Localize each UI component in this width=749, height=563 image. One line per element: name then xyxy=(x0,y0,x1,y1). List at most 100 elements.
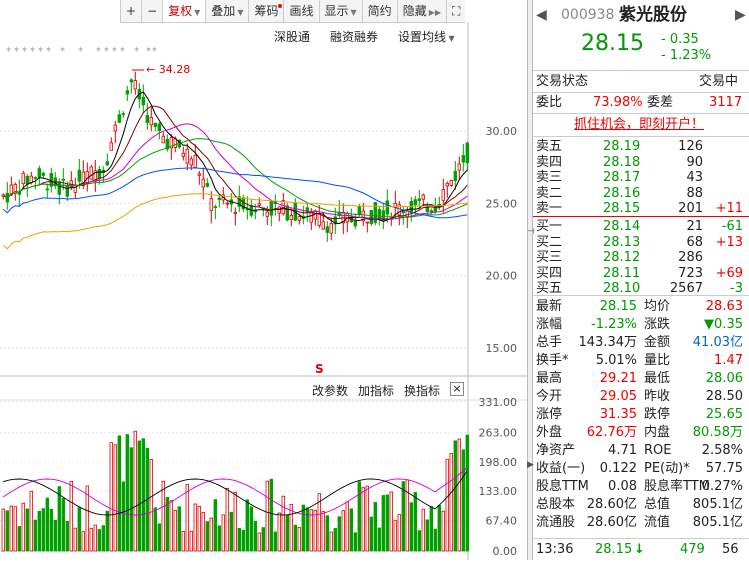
volume-tick-label: 331.00 xyxy=(479,396,518,409)
volume-bar xyxy=(241,529,245,552)
stat-label: 跌停 xyxy=(644,407,671,422)
ask-level[interactable]: 卖一 28.15 201 +11 xyxy=(533,201,745,217)
volume-bar xyxy=(369,516,373,552)
price-block: 28.15 - 0.35 - 1.23% xyxy=(533,32,745,63)
volume-bar xyxy=(25,508,29,552)
draw-line-button[interactable]: 画线 xyxy=(283,0,318,22)
open-account-banner[interactable]: 抓住机会，即刻开户！ xyxy=(533,116,745,134)
candle-body xyxy=(453,170,457,181)
weibi-value: 73.98% xyxy=(593,95,643,110)
ask-level[interactable]: 卖三 28.17 43 xyxy=(533,170,745,186)
level-label: 卖三 xyxy=(536,170,563,185)
volume-bar xyxy=(385,494,389,552)
bid-level[interactable]: 买二 28.13 68 +13 xyxy=(533,235,745,251)
ask-level[interactable]: 卖五 28.19 126 xyxy=(533,139,745,155)
prev-stock-icon[interactable]: ◀ xyxy=(536,7,547,23)
swap-indicator-button[interactable]: 换指标 xyxy=(404,384,441,398)
volume-bar xyxy=(293,524,297,552)
candle-body xyxy=(429,210,433,213)
stat-label: 收益(一) xyxy=(536,461,586,476)
stat-value: 28.15 xyxy=(599,299,637,314)
stat-row: 总手 143.34万 金额 41.03亿 xyxy=(533,334,745,352)
volume-bar xyxy=(449,453,453,552)
stat-value: ▼0.35 xyxy=(704,317,743,332)
tick-row[interactable]: 13:36 28.15 ↓ 479 56 xyxy=(533,541,745,559)
candle-body xyxy=(37,168,41,178)
volume-bar xyxy=(213,499,217,552)
hide-button[interactable]: 隐藏 ▶▶ xyxy=(396,0,446,22)
close-indicator-icon[interactable]: × xyxy=(450,382,464,396)
candle-body xyxy=(161,135,165,144)
expand-arrow-icon[interactable]: ▶ xyxy=(527,460,534,470)
volume-bar xyxy=(81,531,85,552)
volume-tick-label: 0.00 xyxy=(493,545,518,558)
simple-mode-button[interactable]: 简约 xyxy=(361,0,397,22)
ma30-line xyxy=(2,138,468,218)
bid-level[interactable]: 买三 28.12 286 xyxy=(533,250,745,266)
fullscreen-icon: ⛶ xyxy=(452,4,461,18)
stat-value: 0.08 xyxy=(608,479,637,494)
open-account-link[interactable]: 抓住机会，即刻开户！ xyxy=(573,117,704,132)
event-star-icon: * xyxy=(30,46,35,57)
candle-body xyxy=(417,198,421,201)
volume-bar xyxy=(189,530,193,552)
candle-body xyxy=(377,208,381,220)
candle-body xyxy=(129,79,133,83)
fullscreen-button[interactable]: ⛶ xyxy=(446,0,465,22)
stat-value: 805.1亿 xyxy=(692,497,743,512)
volume-bar xyxy=(337,516,341,552)
bid-level[interactable]: 买一 28.14 21 -61 xyxy=(533,219,745,235)
level-volume: 21 xyxy=(686,219,703,234)
collapse-arrow-icon[interactable]: ⊣ xyxy=(527,227,535,237)
level-label: 买三 xyxy=(536,250,563,265)
bid-level[interactable]: 买五 28.10 2567 -3 xyxy=(533,281,745,297)
stat-label: 股息TTM xyxy=(536,479,589,494)
change-params-button[interactable]: 改参数 xyxy=(312,384,349,398)
level-change: -61 xyxy=(721,219,743,234)
stat-value: 0.27% xyxy=(701,479,743,494)
book-divider xyxy=(533,216,749,217)
event-star-icon: * xyxy=(112,46,117,57)
candle-body xyxy=(413,199,417,206)
stat-label: 流通股 xyxy=(536,515,576,530)
candle-body xyxy=(373,202,377,223)
bid-level[interactable]: 买四 28.11 723 +69 xyxy=(533,266,745,282)
candle-body xyxy=(201,178,205,188)
ask-level[interactable]: 卖四 28.18 90 xyxy=(533,155,745,171)
zoom-in-button[interactable]: + xyxy=(120,0,141,22)
volume-bar xyxy=(261,527,265,552)
margin-trading-link[interactable]: 融资融券 xyxy=(330,30,379,44)
volume-bar xyxy=(93,524,97,552)
zoom-out-button[interactable]: − xyxy=(141,0,162,22)
ma-setting-link[interactable]: 设置均线 ▼ xyxy=(398,28,455,45)
candle-body xyxy=(257,203,261,206)
volume-tick-label: 67.40 xyxy=(486,515,518,528)
high-marker-label: ← 34.28 xyxy=(146,63,190,76)
panel-splitter[interactable]: ⊣ ▶ xyxy=(527,0,535,560)
volume-bar xyxy=(421,508,425,552)
volume-bar xyxy=(69,480,73,552)
kline-chart-area[interactable]: 30.00 25.00 20.00 15.00 331.00 263.00 198.00 13… xyxy=(0,0,527,560)
adjust-price-button[interactable]: 复权 ▼ xyxy=(162,0,206,22)
level-volume: 43 xyxy=(686,170,703,185)
add-indicator-button[interactable]: 加指标 xyxy=(358,384,395,398)
volume-bar xyxy=(65,520,69,552)
volume-tick-label: 198.00 xyxy=(479,456,518,469)
volume-bar xyxy=(349,508,353,552)
sz-connect-link[interactable]: 深股通 xyxy=(274,30,311,44)
stat-value: 29.05 xyxy=(599,389,637,404)
overlay-button[interactable]: 叠加 ▼ xyxy=(205,0,248,22)
volume-bar xyxy=(185,483,189,552)
stat-value: 57.75 xyxy=(705,461,743,476)
chip-distribution-button[interactable]: 筹码 xyxy=(248,0,283,22)
stat-value: 29.21 xyxy=(599,371,637,386)
kline-chart-canvas[interactable]: 30.00 25.00 20.00 15.00 331.00 263.00 198.00 13… xyxy=(0,0,527,560)
display-button[interactable]: 显示 ▼ xyxy=(318,0,362,22)
next-stock-icon[interactable]: ▶ xyxy=(735,7,746,23)
level-label: 卖五 xyxy=(536,139,563,154)
candle-body xyxy=(333,216,337,225)
candle-body xyxy=(181,152,185,157)
ask-level[interactable]: 卖二 28.16 88 xyxy=(533,186,745,202)
volume-bar xyxy=(49,508,53,552)
volume-bar xyxy=(129,447,133,552)
